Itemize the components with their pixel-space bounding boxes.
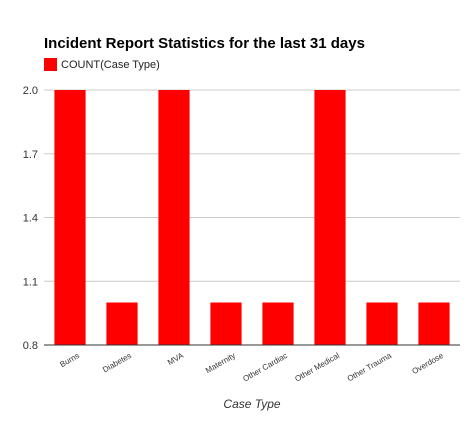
x-tick-label: Other Cardiac	[241, 351, 289, 384]
x-tick-label: MVA	[166, 351, 186, 367]
x-tick-label: Burns	[58, 351, 81, 369]
x-axis-title: Case Type	[223, 397, 280, 411]
x-tick-label: Maternity	[204, 351, 237, 375]
legend: COUNT(Case Type)	[44, 58, 160, 71]
y-tick-label: 0.8	[23, 340, 38, 352]
y-tick-label: 2.0	[23, 85, 38, 97]
y-tick-label: 1.7	[23, 149, 38, 161]
bar	[262, 302, 294, 345]
bar	[366, 302, 398, 345]
legend-label: COUNT(Case Type)	[61, 58, 160, 71]
bar	[418, 302, 450, 345]
y-tick-label: 1.1	[23, 276, 38, 288]
x-tick-label: Other Medical	[293, 351, 341, 384]
bar	[158, 90, 190, 345]
bar	[210, 302, 242, 345]
chart-title: Incident Report Statistics for the last …	[44, 35, 365, 52]
x-tick-label: Overdose	[410, 351, 445, 376]
bar	[54, 90, 86, 345]
legend-swatch	[44, 58, 57, 71]
bar	[314, 90, 346, 345]
y-tick-label: 1.4	[23, 213, 38, 225]
x-tick-label: Other Trauma	[346, 351, 394, 384]
bar	[106, 302, 138, 345]
x-tick-label: Diabetes	[101, 351, 133, 375]
